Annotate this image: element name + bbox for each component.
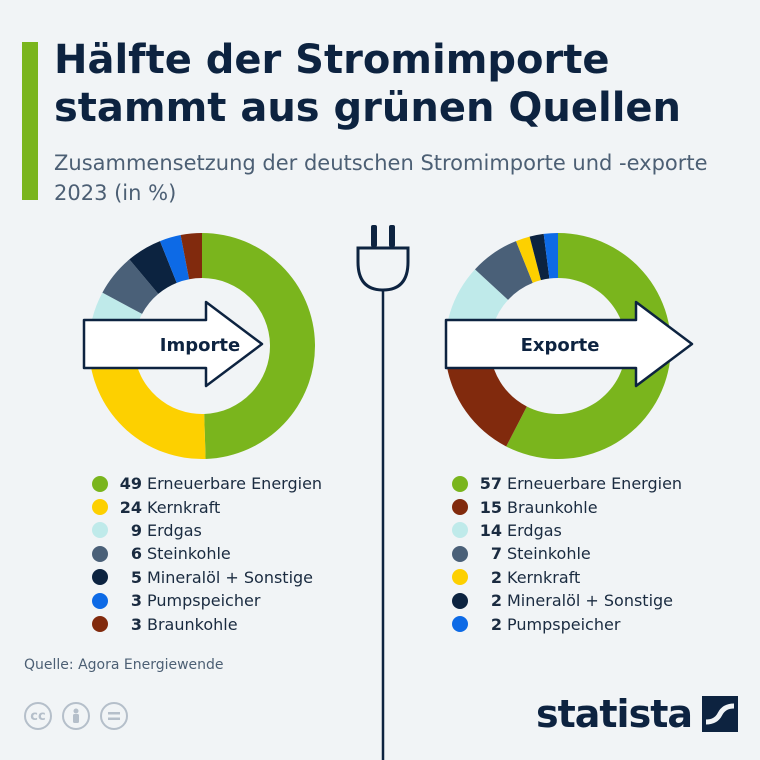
legend-swatch bbox=[452, 545, 468, 562]
legend-item: 9 Erdgas bbox=[92, 519, 322, 542]
chart-title: Hälfte der Stromimporte stammt aus grüne… bbox=[54, 37, 682, 131]
statista-logo[interactable]: statista bbox=[536, 692, 738, 736]
legend-item: 7 Steinkohle bbox=[452, 542, 682, 565]
legend-swatch bbox=[92, 545, 108, 562]
arrow-shape bbox=[444, 300, 694, 388]
legend-value: 24 bbox=[119, 497, 142, 517]
legend-item: 5 Mineralöl + Sonstige bbox=[92, 566, 322, 589]
legend-item: 2 Kernkraft bbox=[452, 566, 682, 589]
legend-label: Kernkraft bbox=[147, 497, 221, 517]
legend-label: Mineralöl + Sonstige bbox=[507, 591, 674, 611]
legend-item: 2 Mineralöl + Sonstige bbox=[452, 589, 682, 612]
legend-swatch bbox=[92, 475, 108, 492]
legend-swatch bbox=[452, 499, 468, 516]
legend-value: 2 bbox=[490, 614, 502, 634]
legend-label: Erneuerbare Energien bbox=[507, 474, 683, 494]
slice-steinkohle bbox=[474, 241, 533, 300]
source-note: Quelle: Agora Energiewende bbox=[24, 657, 224, 673]
legend-swatch bbox=[92, 569, 108, 586]
legend-label: Erdgas bbox=[147, 520, 202, 540]
legend-swatch bbox=[452, 616, 468, 633]
statista-logo-icon bbox=[702, 696, 738, 732]
license-icons: cc bbox=[24, 702, 128, 730]
person-icon bbox=[62, 702, 90, 730]
plug-icon bbox=[356, 225, 410, 760]
legend-value: 6 bbox=[130, 544, 142, 564]
legend-item: 14 Erdgas bbox=[452, 519, 682, 542]
slice-braunkohle bbox=[446, 355, 527, 447]
slice-pumpspeicher bbox=[543, 233, 558, 279]
legend-item: 6 Steinkohle bbox=[92, 542, 322, 565]
legend-item: 24 Kernkraft bbox=[92, 495, 322, 518]
slice-erneuerbare-energien bbox=[506, 233, 671, 459]
legend-label: Pumpspeicher bbox=[507, 614, 621, 634]
slice-erneuerbare-energien bbox=[202, 233, 315, 459]
slice-kernkraft bbox=[89, 351, 206, 459]
legend-label: Braunkohle bbox=[507, 497, 598, 517]
legend-label: Braunkohle bbox=[147, 614, 238, 634]
legend-value: 3 bbox=[130, 614, 142, 634]
legend-value: 5 bbox=[130, 567, 142, 587]
legend-item: 3 Braunkohle bbox=[92, 612, 322, 635]
arrow-right-icon: Exporte bbox=[444, 300, 694, 388]
legend-label: Steinkohle bbox=[507, 544, 591, 564]
legend-swatch bbox=[92, 592, 108, 609]
legend-label: Erdgas bbox=[507, 520, 562, 540]
chart-subtitle: Zusammensetzung der deutschen Stromimpor… bbox=[54, 151, 708, 205]
accent-bar bbox=[22, 42, 38, 200]
legend-value: 2 bbox=[490, 591, 502, 611]
legend-item: 2 Pumpspeicher bbox=[452, 612, 682, 635]
arrow-label: Importe bbox=[160, 335, 240, 356]
legend-swatch bbox=[92, 616, 108, 633]
legend-swatch bbox=[452, 522, 468, 539]
legend-swatch bbox=[452, 569, 468, 586]
legend-value: 49 bbox=[119, 474, 142, 494]
legend-value: 57 bbox=[479, 474, 502, 494]
legend-label: Steinkohle bbox=[147, 544, 231, 564]
cc-icon: cc bbox=[24, 702, 52, 730]
logo-text: statista bbox=[535, 692, 693, 736]
slice-kernkraft bbox=[516, 236, 541, 283]
legend-item: 15 Braunkohle bbox=[452, 495, 682, 518]
arrow-right-icon: Importe bbox=[82, 300, 264, 388]
legend-value: 2 bbox=[490, 567, 502, 587]
legend-swatch bbox=[92, 522, 108, 539]
legend-value: 3 bbox=[130, 591, 142, 611]
legend-label: Pumpspeicher bbox=[147, 591, 261, 611]
legend-swatch bbox=[452, 592, 468, 609]
legend-item: 49 Erneuerbare Energien bbox=[92, 472, 322, 495]
arrow-label: Exporte bbox=[521, 335, 600, 356]
legend-swatch bbox=[452, 475, 468, 492]
slice-braunkohle bbox=[180, 233, 202, 280]
slice-steinkohle bbox=[102, 259, 159, 314]
slice-mineral-l-sonstige bbox=[129, 241, 177, 294]
slice-pumpspeicher bbox=[160, 235, 190, 283]
legend-item: 57 Erneuerbare Energien bbox=[452, 472, 682, 495]
legend-label: Erneuerbare Energien bbox=[147, 474, 323, 494]
arrow-shape bbox=[82, 300, 264, 388]
legend-item: 3 Pumpspeicher bbox=[92, 589, 322, 612]
donut-exporte bbox=[445, 233, 671, 459]
equals-icon bbox=[100, 702, 128, 730]
legend-exporte: 57 Erneuerbare Energien 15 Braunkohle 14 Erdg… bbox=[452, 472, 682, 636]
legend-value: 14 bbox=[479, 520, 502, 540]
legend-value: 9 bbox=[130, 520, 142, 540]
legend-label: Kernkraft bbox=[507, 567, 581, 587]
legend-importe: 49 Erneuerbare Energien 24 Kernkraft 9 Erdgas… bbox=[92, 472, 322, 636]
legend-label: Mineralöl + Sonstige bbox=[147, 567, 314, 587]
legend-value: 7 bbox=[490, 544, 502, 564]
legend-value: 15 bbox=[479, 497, 502, 517]
slice-mineral-l-sonstige bbox=[529, 233, 550, 281]
legend-swatch bbox=[92, 499, 108, 516]
